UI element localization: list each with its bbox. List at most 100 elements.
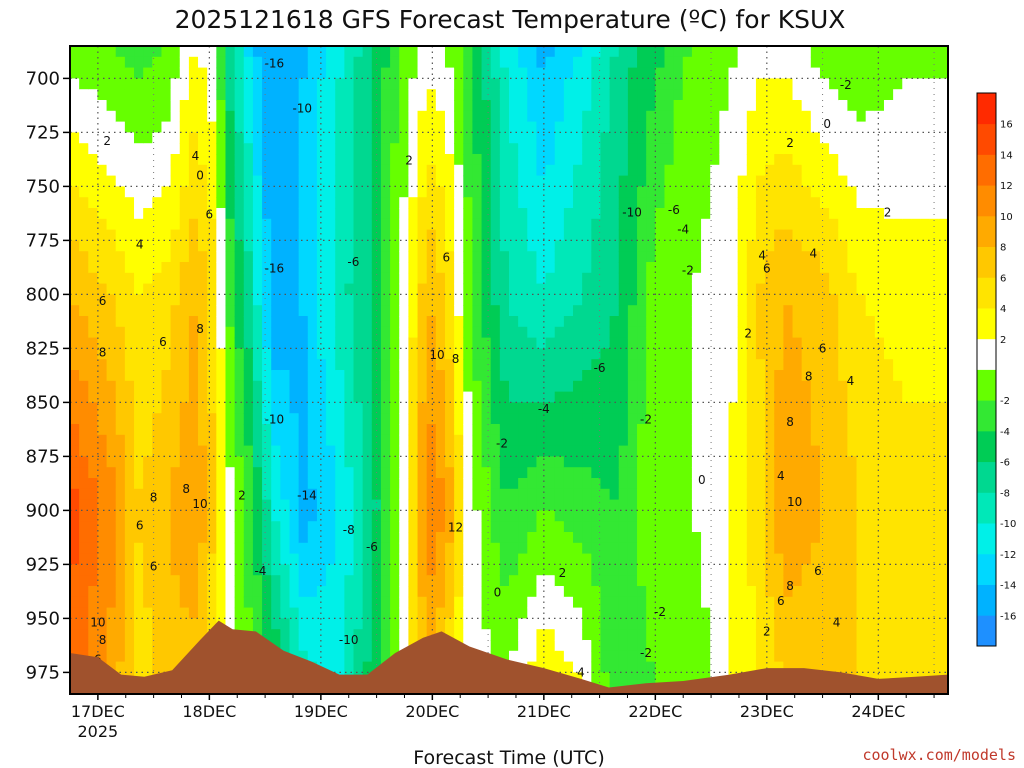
field-cell [252,607,263,619]
field-cell [280,143,291,155]
field-cell [97,229,108,241]
field-cell [454,445,464,457]
field-cell [801,218,812,231]
field-cell [454,391,464,403]
field-cell [390,56,400,69]
field-cell [115,154,126,166]
field-cell [719,661,730,673]
field-cell [627,370,638,382]
field-cell [691,154,702,166]
field-cell [262,488,272,501]
field-cell [810,110,821,123]
field-cell [582,478,592,490]
field-cell [719,110,730,123]
field-cell [188,521,199,533]
field-cell [390,316,400,328]
field-cell [79,596,89,609]
field-cell [417,251,428,263]
field-cell [115,326,126,339]
field-cell [472,337,483,349]
field-cell [390,100,400,112]
field-cell [627,272,638,285]
field-cell [545,262,556,274]
field-cell [380,132,391,144]
field-cell [810,402,821,414]
field-cell [710,46,720,58]
field-cell [673,78,684,90]
field-cell [801,56,812,69]
field-cell [755,143,766,155]
field-cell [563,391,574,403]
field-cell [655,208,666,220]
field-cell [134,542,144,555]
field-cell [289,467,300,479]
field-cell [271,251,281,263]
field-cell [536,283,547,295]
field-cell [801,618,812,630]
field-cell [161,596,172,609]
field-cell [545,186,556,198]
field-cell [408,197,419,209]
field-cell [243,110,254,123]
field-cell [463,359,474,371]
field-cell [115,197,126,209]
field-cell [819,154,830,166]
field-cell [262,46,272,58]
field-cell [106,100,117,112]
field-cell [399,607,409,619]
field-cell [271,380,281,393]
field-cell [280,370,291,382]
field-cell [710,197,720,209]
field-cell [755,607,766,619]
field-cell [481,78,492,90]
field-cell [627,251,638,263]
field-cell [655,564,666,576]
field-cell [582,553,592,565]
field-cell [746,208,757,220]
field-cell [646,532,656,544]
field-cell [609,672,620,684]
field-cell [70,607,80,619]
field-cell [252,337,263,349]
field-cell [399,510,409,522]
field-cell [344,316,355,328]
field-cell [88,586,99,598]
field-cell [582,316,592,328]
field-cell [755,164,766,177]
field-cell [335,553,345,565]
field-cell [271,575,281,587]
field-cell [600,348,611,360]
field-cell [792,413,803,425]
field-cell [673,391,684,403]
field-cell [344,553,355,565]
field-cell [262,629,272,641]
field-cell [271,402,281,414]
field-cell [609,532,620,544]
field-cell [79,272,89,285]
field-cell [637,424,647,436]
field-cell [106,424,117,436]
field-cell [454,175,464,187]
field-cell [810,586,821,598]
field-cell [380,596,391,609]
field-cell [298,640,309,652]
field-cell [618,240,629,252]
field-cell [655,348,666,360]
field-cell [664,445,675,457]
field-cell [536,618,547,630]
field-cell [188,596,199,609]
field-cell [188,488,199,501]
field-cell [527,316,538,328]
field-cell [298,154,309,166]
field-cell [454,78,464,90]
field-cell [88,229,99,241]
field-cell [198,553,208,565]
field-cell [417,488,428,501]
field-cell [783,424,794,436]
field-cell [216,46,227,58]
field-cell [472,56,483,69]
field-cell [298,229,309,241]
field-cell [746,316,757,328]
field-cell [444,629,455,641]
field-cell [444,154,455,166]
